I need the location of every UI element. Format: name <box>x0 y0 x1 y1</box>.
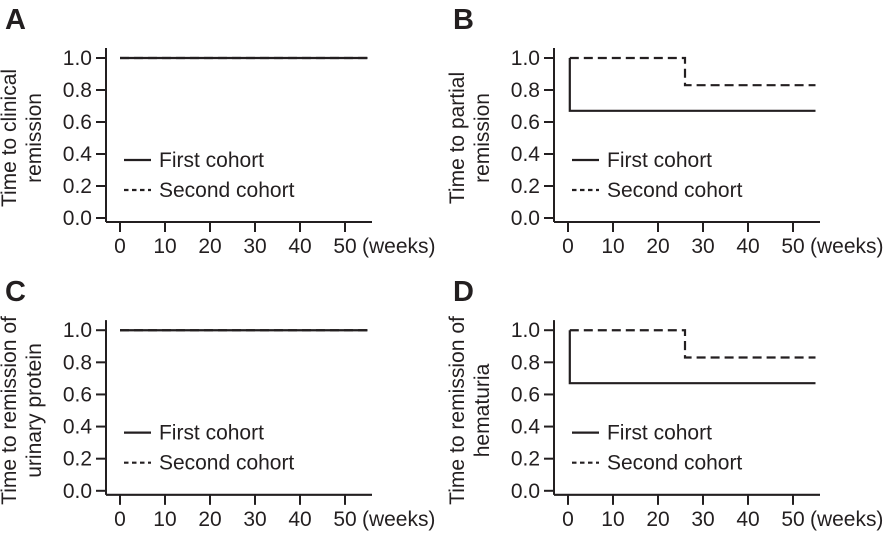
series-line-second-cohort <box>569 56 816 87</box>
y-tick-label: 0.0 <box>511 207 540 230</box>
y-tick-label: 0.2 <box>63 448 92 471</box>
y-axis-label-line2: hematuria <box>471 363 494 457</box>
x-tick-label: 40 <box>736 235 759 258</box>
y-axis-label-line2: urinary protein <box>23 343 46 478</box>
x-tick-label: 50 <box>781 235 804 258</box>
y-tick-label: 0.8 <box>511 351 540 374</box>
legend: First cohort Second cohort <box>572 149 743 202</box>
x-tick-label: 10 <box>601 508 624 531</box>
y-tick-label: 0.4 <box>511 416 540 439</box>
x-tick-label: 20 <box>198 235 221 258</box>
y-tick-label: 0.2 <box>63 175 92 198</box>
axes: 1.0 0.8 0.6 0.4 0.2 0.0 0 10 20 30 40 50 (weeks) <box>511 47 884 258</box>
y-tick-label: 1.0 <box>511 319 540 342</box>
y-tick-label: 0.2 <box>511 175 540 198</box>
panel-a: A Time to clinical remission 1.0 0.8 0.6 0.… <box>0 0 448 272</box>
x-tick-label: 10 <box>153 508 176 531</box>
legend-second-cohort-label: Second cohort <box>159 452 294 475</box>
x-axis-unit-label: (weeks) <box>362 235 436 258</box>
legend: First cohort Second cohort <box>572 422 742 475</box>
panel-letter: D <box>453 276 474 308</box>
y-tick-label: 0.6 <box>63 111 92 134</box>
y-tick-label: 0.4 <box>63 416 92 439</box>
y-axis-label-line2: remission <box>23 93 46 183</box>
y-tick-label: 0.0 <box>511 480 540 503</box>
y-tick-label: 1.0 <box>63 47 92 70</box>
x-tick-label: 0 <box>562 508 574 531</box>
y-tick-label: 0.4 <box>63 143 93 166</box>
legend-second-cohort-label: Second cohort <box>607 179 743 202</box>
series-line-second-cohort <box>569 329 816 359</box>
axes: 1.0 0.8 0.6 0.4 0.2 0.0 0 10 20 30 40 50 (weeks) <box>63 47 436 258</box>
y-tick-label: 0.2 <box>511 448 540 471</box>
panel-c: C Time to remission of urinary protein 1… <box>0 272 448 545</box>
x-tick-label: 40 <box>736 508 759 531</box>
x-tick-label: 0 <box>114 508 126 531</box>
panel-b: B Time to partial remission 1.0 0.8 0.6 0.4… <box>448 0 896 272</box>
y-axis-label-line1: Time to remission of <box>448 316 469 505</box>
axes: 1.0 0.8 0.6 0.4 0.2 0.0 0 10 20 30 40 50 (weeks) <box>63 319 436 531</box>
y-tick-label: 1.0 <box>511 47 540 70</box>
x-tick-label: 40 <box>288 235 311 258</box>
plot-c: C Time to remission of urinary protein 1… <box>0 276 436 531</box>
y-tick-label: 0.8 <box>511 79 540 102</box>
panel-letter: C <box>5 276 26 308</box>
legend-first-cohort-label: First cohort <box>607 422 712 445</box>
y-tick-label: 0.0 <box>63 207 92 230</box>
y-axis-label-line1: Time to remission of <box>0 316 21 505</box>
y-tick-label: 0.4 <box>511 143 541 166</box>
legend-second-cohort-label: Second cohort <box>159 179 295 202</box>
legend-first-cohort-label: First cohort <box>607 149 712 172</box>
x-tick-label: 20 <box>646 508 669 531</box>
x-tick-label: 0 <box>562 235 574 258</box>
series-lines <box>568 56 816 112</box>
plot-a: A Time to clinical remission 1.0 0.8 0.6 0.… <box>0 4 436 258</box>
x-tick-label: 30 <box>691 235 714 258</box>
panel-letter: A <box>5 4 26 36</box>
y-axis-label-line1: Time to partial <box>448 72 469 204</box>
series-line-first-cohort <box>568 330 816 385</box>
x-tick-label: 30 <box>243 235 266 258</box>
panel-d: D Time to remission of hematuria 1.0 0.8 0… <box>448 272 896 545</box>
x-tick-label: 30 <box>691 508 714 531</box>
x-tick-label: 50 <box>333 508 356 531</box>
x-tick-label: 10 <box>153 235 176 258</box>
x-tick-label: 0 <box>114 235 126 258</box>
legend: First cohort Second cohort <box>124 422 294 475</box>
y-tick-label: 0.6 <box>511 111 540 134</box>
x-tick-label: 20 <box>198 508 221 531</box>
x-tick-label: 40 <box>288 508 311 531</box>
x-tick-label: 10 <box>601 235 624 258</box>
x-tick-label: 50 <box>333 235 356 258</box>
series-line-first-cohort <box>568 58 816 112</box>
x-axis-unit-label: (weeks) <box>362 508 435 531</box>
x-axis-unit-label: (weeks) <box>810 235 884 258</box>
y-axis-label-line1: Time to clinical <box>0 69 21 207</box>
y-tick-label: 0.0 <box>63 480 92 503</box>
legend-first-cohort-label: First cohort <box>159 149 264 172</box>
panel-letter: B <box>453 4 474 36</box>
plot-d: D Time to remission of hematuria 1.0 0.8 0… <box>448 276 884 531</box>
axes: 1.0 0.8 0.6 0.4 0.2 0.0 0 10 20 30 40 50 (weeks) <box>511 319 884 531</box>
legend-first-cohort-label: First cohort <box>159 422 264 445</box>
x-tick-label: 20 <box>646 235 669 258</box>
series-lines <box>568 329 816 385</box>
y-tick-label: 0.6 <box>511 383 540 406</box>
legend: First cohort Second cohort <box>124 149 295 202</box>
plot-b: B Time to partial remission 1.0 0.8 0.6 0.4… <box>448 4 884 258</box>
legend-second-cohort-label: Second cohort <box>607 452 742 475</box>
x-tick-label: 50 <box>781 508 804 531</box>
y-tick-label: 0.8 <box>63 79 92 102</box>
y-axis-label-line2: remission <box>471 93 494 183</box>
y-tick-label: 0.8 <box>63 351 92 374</box>
x-axis-unit-label: (weeks) <box>810 508 883 531</box>
x-tick-label: 30 <box>243 508 266 531</box>
y-tick-label: 0.6 <box>63 383 92 406</box>
y-tick-label: 1.0 <box>63 319 92 342</box>
